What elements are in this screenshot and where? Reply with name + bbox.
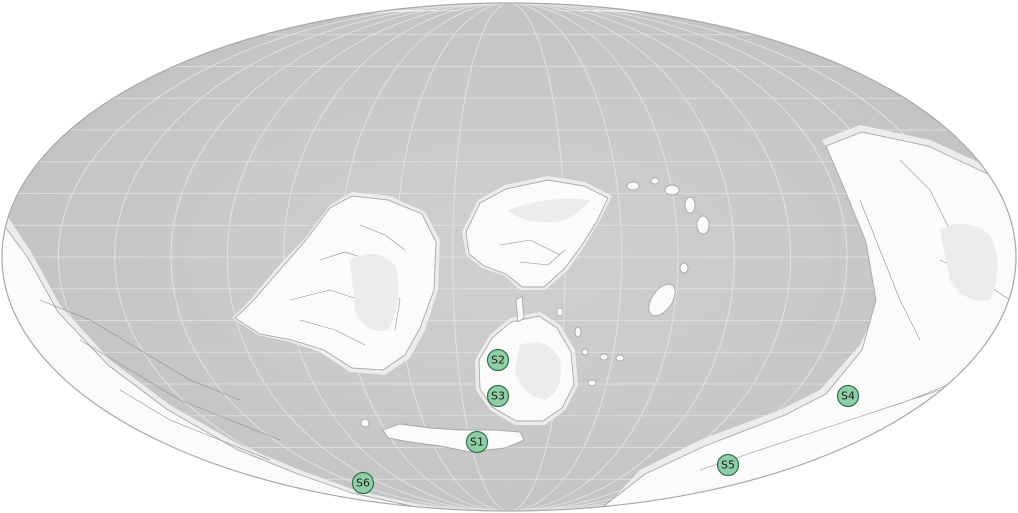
- site-marker-s5[interactable]: S5: [716, 453, 740, 477]
- site-marker-s6-dot: [351, 471, 375, 495]
- site-marker-s6[interactable]: S6: [351, 471, 375, 495]
- island-arc-north: [626, 177, 710, 317]
- site-marker-s3-label: S3: [491, 390, 505, 403]
- baltica-inland-sea: [508, 198, 590, 223]
- site-marker-s4-label: S4: [841, 390, 855, 403]
- site-marker-s6-label: S6: [356, 477, 370, 490]
- central-islands: [360, 307, 625, 428]
- site-markers: S1 S2 S3 S4 S5 S6: [351, 348, 860, 495]
- gondwana-inland-basin: [940, 223, 998, 301]
- baltica-interior-lines: [499, 239, 566, 266]
- site-marker-s2[interactable]: S2: [486, 348, 510, 372]
- site-marker-s2-label: S2: [491, 354, 505, 367]
- site-marker-s1-label: S1: [470, 436, 484, 449]
- southern-elongated-island: [382, 423, 525, 453]
- central-microcontinent-basin: [515, 342, 561, 400]
- site-marker-s5-dot: [716, 453, 740, 477]
- site-marker-s1-dot: [465, 430, 489, 454]
- connecting-strip: [515, 295, 525, 323]
- site-marker-s4-dot: [836, 384, 860, 408]
- site-marker-s3-dot: [486, 384, 510, 408]
- laurentia-interior-lines: [289, 224, 406, 346]
- site-marker-s5-label: S5: [721, 459, 735, 472]
- site-marker-s2-dot: [486, 348, 510, 372]
- site-marker-s1[interactable]: S1: [465, 430, 489, 454]
- laurentia-inland-sea: [350, 253, 399, 331]
- site-marker-s4[interactable]: S4: [836, 384, 860, 408]
- site-marker-s3[interactable]: S3: [486, 384, 510, 408]
